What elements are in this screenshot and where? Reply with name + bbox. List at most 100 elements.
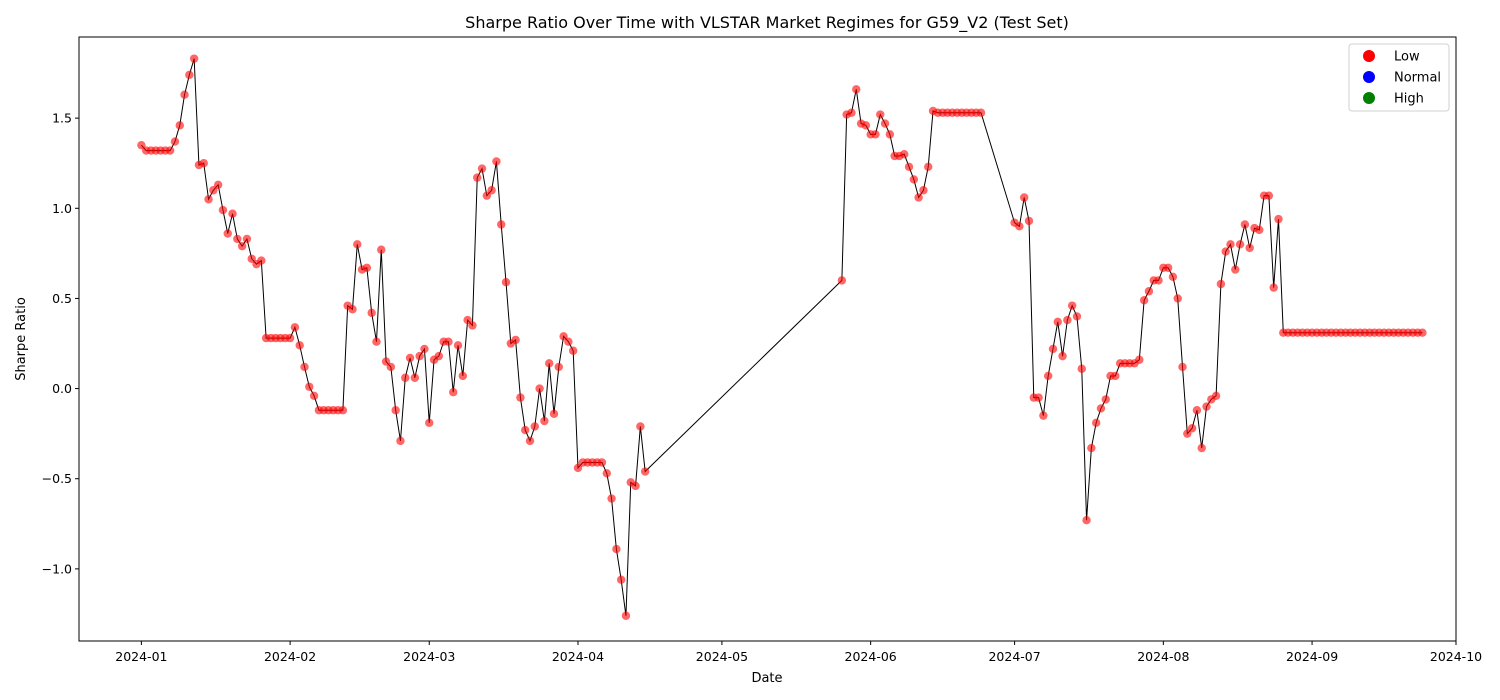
data-point bbox=[914, 193, 923, 202]
x-tick-label: 2024-05 bbox=[696, 649, 748, 664]
data-point bbox=[559, 332, 568, 341]
data-point bbox=[362, 263, 372, 272]
data-point bbox=[621, 611, 631, 620]
data-point bbox=[477, 164, 487, 173]
data-point bbox=[1231, 265, 1240, 274]
x-tick-label: 2024-01 bbox=[115, 649, 167, 664]
data-point bbox=[900, 149, 909, 159]
data-point bbox=[405, 353, 415, 363]
data-point bbox=[1101, 395, 1110, 404]
data-point bbox=[1139, 296, 1149, 305]
data-point bbox=[545, 359, 554, 368]
data-point bbox=[242, 234, 252, 244]
data-point bbox=[1183, 429, 1192, 438]
data-point bbox=[295, 341, 304, 350]
data-point bbox=[1173, 294, 1182, 303]
data-point bbox=[415, 351, 424, 361]
data-point bbox=[1245, 243, 1254, 253]
data-point bbox=[837, 276, 847, 285]
data-point bbox=[861, 121, 871, 130]
data-point bbox=[525, 436, 535, 446]
data-point bbox=[1264, 191, 1274, 200]
data-point bbox=[1067, 301, 1077, 310]
data-point bbox=[367, 308, 376, 318]
data-point bbox=[247, 254, 256, 263]
plot-frame bbox=[78, 36, 1457, 642]
data-point bbox=[1096, 404, 1106, 413]
data-point bbox=[449, 387, 458, 397]
data-point bbox=[209, 186, 218, 195]
data-point bbox=[1058, 351, 1067, 361]
data-point bbox=[180, 90, 189, 99]
data-point bbox=[468, 321, 477, 330]
data-point bbox=[338, 406, 348, 415]
data-point bbox=[612, 544, 621, 554]
data-point bbox=[1168, 272, 1178, 281]
plot-area bbox=[137, 54, 1427, 620]
y-axis-label: Sharpe Ratio bbox=[14, 297, 29, 381]
legend-label-high: High bbox=[1394, 92, 1424, 107]
data-point bbox=[640, 467, 650, 476]
data-point bbox=[540, 416, 549, 426]
data-point bbox=[1240, 220, 1250, 229]
data-point bbox=[597, 458, 607, 467]
y-axis: 1.5 1.0 0.5 0.0 −0.5 −1.0 bbox=[42, 111, 79, 576]
data-point bbox=[1077, 364, 1086, 373]
data-point bbox=[237, 241, 247, 251]
data-point bbox=[1019, 193, 1029, 202]
data-point bbox=[482, 191, 492, 200]
y-tick-label: 0.0 bbox=[52, 381, 72, 396]
data-point bbox=[175, 121, 184, 130]
data-point bbox=[516, 393, 525, 402]
legend-marker-high bbox=[1363, 92, 1375, 104]
data-point bbox=[290, 323, 300, 332]
data-point bbox=[386, 362, 396, 372]
legend: Low Normal High bbox=[1348, 43, 1450, 112]
data-point bbox=[1197, 443, 1206, 453]
data-point bbox=[636, 422, 645, 431]
legend-marker-normal bbox=[1363, 71, 1375, 83]
data-point bbox=[501, 278, 511, 287]
data-point bbox=[410, 373, 420, 382]
data-point bbox=[564, 337, 573, 346]
data-point bbox=[372, 337, 381, 346]
x-tick-label: 2024-06 bbox=[845, 649, 897, 664]
data-point bbox=[434, 351, 444, 361]
data-point bbox=[1216, 279, 1226, 289]
data-point bbox=[530, 422, 539, 431]
x-tick-label: 2024-10 bbox=[1430, 649, 1482, 664]
data-point bbox=[1063, 315, 1072, 325]
data-point bbox=[218, 205, 228, 215]
data-point bbox=[396, 436, 405, 446]
data-point bbox=[909, 175, 919, 184]
legend-label-low: Low bbox=[1394, 50, 1420, 65]
data-point bbox=[1024, 216, 1034, 226]
y-tick-label: 1.0 bbox=[52, 201, 72, 216]
data-point bbox=[1163, 263, 1173, 272]
data-point bbox=[137, 140, 146, 150]
data-point bbox=[1418, 328, 1427, 337]
data-point bbox=[1048, 344, 1058, 354]
legend-label-normal: Normal bbox=[1394, 71, 1441, 86]
data-point bbox=[511, 335, 520, 345]
data-point bbox=[1192, 406, 1202, 415]
data-point bbox=[1178, 362, 1187, 372]
data-point bbox=[616, 575, 626, 584]
data-point bbox=[904, 162, 914, 172]
data-point bbox=[1053, 317, 1062, 327]
data-point bbox=[521, 425, 530, 435]
data-point bbox=[1269, 283, 1278, 292]
data-point bbox=[425, 418, 434, 428]
data-point bbox=[1039, 411, 1048, 420]
data-point bbox=[573, 463, 583, 473]
data-point bbox=[391, 406, 400, 415]
x-axis-label: Date bbox=[751, 671, 782, 686]
legend-marker-low bbox=[1363, 50, 1375, 62]
data-point bbox=[1144, 287, 1154, 296]
data-point bbox=[1034, 393, 1043, 402]
x-axis: 2024-01 2024-02 2024-03 2024-04 2024-05 2024-… bbox=[115, 641, 1482, 664]
data-point bbox=[535, 384, 544, 393]
data-point bbox=[223, 229, 232, 238]
